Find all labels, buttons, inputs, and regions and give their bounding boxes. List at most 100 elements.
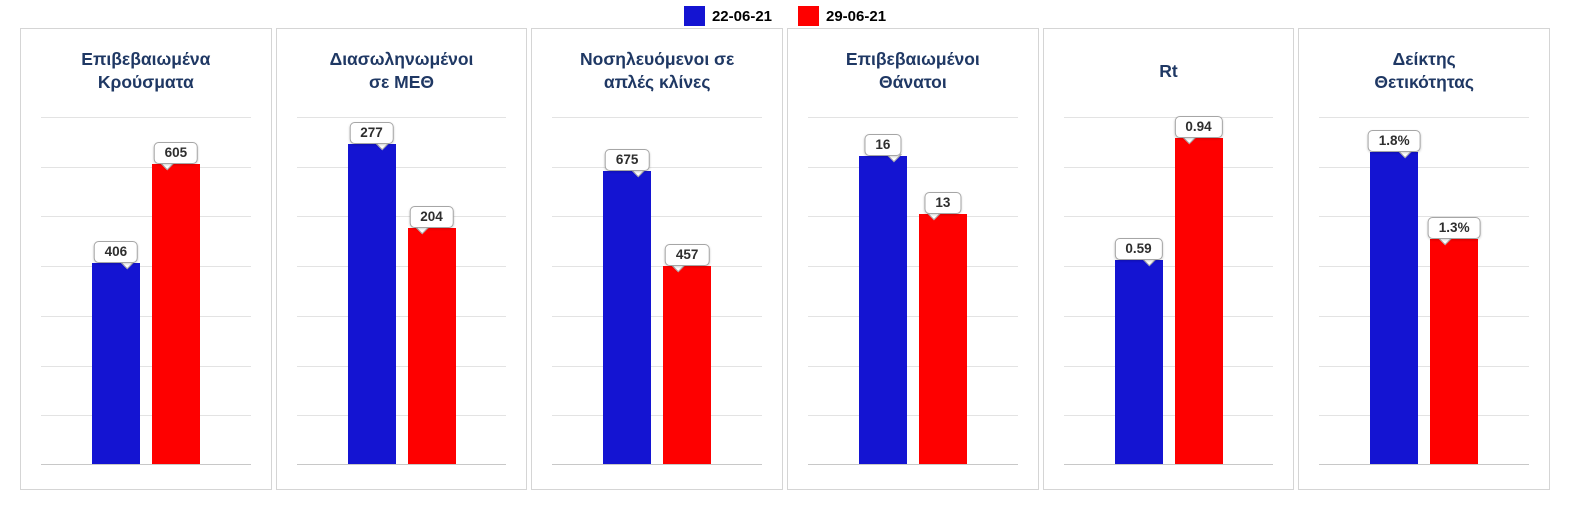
gridline: [552, 365, 763, 367]
gridline: [41, 415, 251, 417]
gridline: [41, 266, 251, 268]
data-label-text: 16: [864, 133, 902, 156]
bar-29-06-21: [151, 164, 200, 465]
bar-22-06-21: [1114, 259, 1163, 465]
data-label-text: 1.3%: [1427, 216, 1481, 239]
gridline: [1319, 266, 1530, 268]
gridline: [296, 415, 507, 417]
data-label-text: 457: [664, 244, 710, 267]
legend-item: 22-06-21: [683, 6, 772, 26]
plot-area: 277 204: [296, 117, 507, 465]
bar-22-06-21: [91, 263, 140, 465]
legend-swatch-icon: [683, 6, 705, 26]
gridline: [296, 216, 507, 218]
chart-legend: 22-06-21 29-06-21: [0, 0, 1570, 28]
gridline: [1063, 315, 1274, 317]
bars: 0.59 0.94: [1064, 115, 1274, 465]
x-axis-line: [552, 464, 763, 465]
plot-area: 1.8% 1.3%: [1319, 117, 1530, 465]
gridline: [808, 266, 1018, 268]
bar-29-06-21: [663, 266, 712, 465]
data-label-callout: 0.59: [1114, 237, 1163, 266]
gridline: [1063, 266, 1274, 268]
data-label-callout: 16: [864, 133, 902, 162]
plot-area: 675 457: [552, 117, 763, 465]
gridline: [1063, 216, 1274, 218]
gridline: [808, 315, 1018, 317]
gridline: [1319, 216, 1530, 218]
chart-panel: Rt 0.59 0.94: [1042, 28, 1295, 490]
legend-label: 22-06-21: [711, 7, 772, 25]
bar-group: 0.59: [1114, 117, 1163, 465]
gridline: [41, 365, 251, 367]
chart-panel: Διασωληνωμένοι σε ΜΕΘ 277 204: [275, 28, 528, 490]
plot-area: 16 13: [808, 117, 1018, 465]
bar-22-06-21: [1370, 151, 1419, 465]
bar-group: 1.8%: [1367, 117, 1421, 465]
bar-group: 675: [603, 117, 652, 465]
chart-panel: Επιβεβαιωμένα Κρούσματα 406 605: [20, 28, 272, 490]
x-axis-line: [1063, 464, 1274, 465]
gridline: [1319, 117, 1530, 118]
gridline: [41, 216, 251, 218]
bar-group: 13: [918, 117, 967, 465]
gridline: [808, 117, 1018, 118]
chart-panel: Νοσηλευόμενοι σε απλές κλίνες 675 457: [531, 28, 784, 490]
data-label-text: 1.8%: [1367, 129, 1421, 152]
x-axis-line: [41, 464, 251, 465]
chart-title: Επιβεβαιωμένα Κρούσματα: [81, 49, 211, 92]
chart-title: Rt: [1159, 60, 1178, 81]
data-label-callout: 204: [409, 206, 454, 235]
gridline: [41, 117, 251, 118]
gridline: [552, 166, 763, 168]
bar-group: 0.94: [1174, 115, 1223, 465]
x-axis-line: [808, 464, 1018, 465]
gridline: [808, 166, 1018, 168]
gridline: [1063, 415, 1274, 417]
data-label-callout: 13: [924, 191, 962, 220]
data-label-text: 0.94: [1174, 115, 1223, 138]
bar-group: 1.3%: [1427, 117, 1481, 465]
data-label-callout: 406: [93, 241, 139, 270]
data-label-text: 605: [153, 142, 199, 165]
gridline: [296, 117, 507, 118]
data-label-callout: 1.8%: [1367, 129, 1421, 159]
gridline: [552, 315, 763, 317]
chart-panel: Επιβεβαιωμένοι Θάνατοι 16 13: [787, 28, 1039, 490]
bar-22-06-21: [603, 171, 652, 465]
gridline: [1063, 365, 1274, 367]
data-label-text: 13: [924, 191, 962, 214]
gridline: [41, 315, 251, 317]
chart-title: Διασωληνωμένοι σε ΜΕΘ: [329, 49, 474, 92]
gridline: [296, 266, 507, 268]
data-label-text: 675: [604, 149, 650, 172]
chart-title: Δείκτης Θετικότητας: [1374, 49, 1475, 92]
gridline: [808, 216, 1018, 218]
bar-group: 457: [663, 117, 712, 465]
bar-group: 406: [91, 117, 140, 465]
bars: 1.8% 1.3%: [1319, 117, 1529, 465]
gridline: [41, 166, 251, 168]
gridline: [808, 415, 1018, 417]
bar-29-06-21: [918, 213, 967, 465]
chart-panel: Δείκτης Θετικότητας 1.8% 1.3%: [1298, 28, 1551, 490]
x-axis-line: [1319, 464, 1530, 465]
data-label-text: 406: [93, 241, 139, 264]
bar-22-06-21: [858, 155, 907, 465]
gridline: [552, 216, 763, 218]
legend-item: 29-06-21: [798, 6, 886, 26]
gridline: [1319, 415, 1530, 417]
data-label-callout: 1.3%: [1427, 216, 1481, 246]
bars: 16 13: [808, 117, 1018, 465]
gridline: [296, 315, 507, 317]
plot-area: 0.59 0.94: [1063, 115, 1274, 465]
bar-29-06-21: [407, 228, 456, 465]
gridline: [1319, 365, 1530, 367]
legend-swatch-icon: [798, 6, 819, 26]
data-label-callout: 0.94: [1174, 115, 1223, 145]
data-label-text: 277: [349, 121, 394, 144]
chart-panels: Επιβεβαιωμένα Κρούσματα 406 605 Διασωληνω…: [20, 28, 1551, 490]
bar-29-06-21: [1430, 238, 1479, 465]
gridline: [1063, 117, 1274, 118]
data-label-text: 204: [409, 206, 454, 229]
